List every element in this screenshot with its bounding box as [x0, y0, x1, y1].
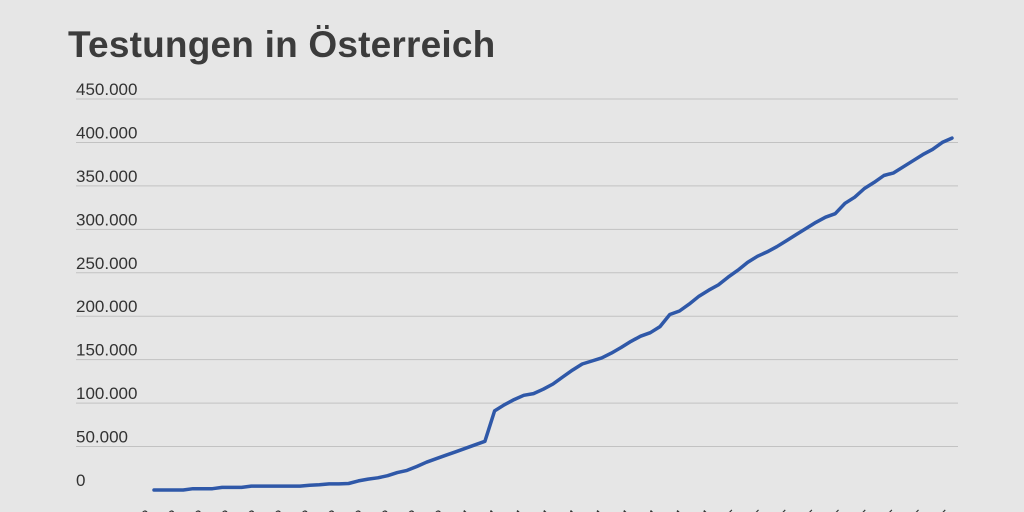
- x-tick-label: 4: [485, 507, 503, 512]
- x-tick-label: 3: [405, 507, 423, 512]
- x-tick-label: 4: [458, 507, 476, 512]
- chart-title: Testungen in Österreich: [68, 24, 496, 65]
- x-tick-label: 2: [165, 507, 183, 512]
- x-tick-label: 3: [325, 507, 343, 512]
- x-tick-label: 5: [911, 507, 929, 512]
- x-tick-label: 5: [885, 507, 903, 512]
- y-tick-label: 50.000: [76, 428, 128, 447]
- x-tick-label: 4: [511, 507, 529, 512]
- x-tick-label: 5: [751, 507, 769, 512]
- x-tick-label: 3: [298, 507, 316, 512]
- y-tick-label: 300.000: [76, 210, 137, 229]
- x-tick-label: 5: [725, 507, 743, 512]
- y-tick-label: 100.000: [76, 384, 137, 403]
- x-tick-label: 5: [831, 507, 849, 512]
- grid-layer: [76, 98, 958, 448]
- y-tick-label: 200.000: [76, 297, 137, 316]
- y-tick-label: 250.000: [76, 254, 137, 273]
- x-tick-label: 3: [245, 507, 263, 512]
- y-tick-label: 350.000: [76, 167, 137, 186]
- x-tick-label: 2: [138, 507, 156, 512]
- x-axis-ticks: 2 2 3 3 3 3 3 3 3 3 3 3 4 4 4 4 4 4 4 4 4 4 5 5 5 5 5 5 5 5 5: [138, 507, 956, 512]
- x-tick-label: 5: [938, 507, 956, 512]
- x-tick-label: 4: [618, 507, 636, 512]
- x-tick-label: 4: [538, 507, 556, 512]
- y-tick-label: 0: [76, 471, 85, 490]
- y-tick-label: 450.000: [76, 80, 137, 99]
- x-tick-label: 4: [565, 507, 583, 512]
- x-tick-label: 4: [671, 507, 689, 512]
- series-layer: [152, 136, 954, 492]
- y-tick-label: 150.000: [76, 341, 137, 360]
- x-tick-label: 4: [698, 507, 716, 512]
- x-tick-label: 3: [351, 507, 369, 512]
- x-tick-label: 4: [591, 507, 609, 512]
- x-tick-label: 5: [805, 507, 823, 512]
- y-tick-label: 400.000: [76, 123, 137, 142]
- x-tick-label: 3: [191, 507, 209, 512]
- x-tick-label: 3: [431, 507, 449, 512]
- y-axis-ticks: 0 50.000 100.000 150.000 200.000 250.000 300.0…: [76, 80, 137, 490]
- x-tick-label: 4: [645, 507, 663, 512]
- series-line: [152, 136, 954, 492]
- x-tick-label: 3: [378, 507, 396, 512]
- x-tick-label: 3: [271, 507, 289, 512]
- x-tick-label: 5: [858, 507, 876, 512]
- x-tick-label: 5: [778, 507, 796, 512]
- x-tick-label: 3: [218, 507, 236, 512]
